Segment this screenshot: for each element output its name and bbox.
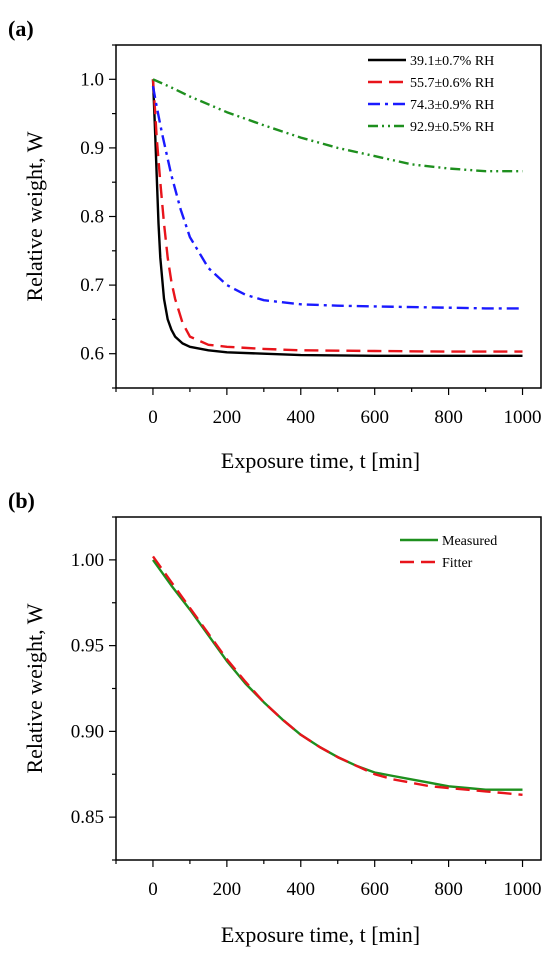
- chart-a-y-tick-label: 0.9: [80, 138, 104, 159]
- chart-b-y-axis-title: Relative weight, W: [22, 603, 47, 773]
- chart-b-legend-label: Fitter: [442, 556, 473, 571]
- chart-a-x-tick-label: 1000: [504, 407, 542, 428]
- chart-b-panel-letter: (b): [8, 488, 35, 513]
- chart-a-series-line-2: [151, 79, 523, 353]
- chart-b-x-axis-title: Exposure time, t [min]: [221, 922, 420, 947]
- chart-a-y-tick-label: 0.6: [80, 344, 104, 365]
- chart-a-legend-label: 39.1±0.7% RH: [410, 54, 494, 69]
- chart-b-y-tick-label: 0.90: [71, 721, 104, 742]
- chart-a-series-line-1: [151, 79, 523, 357]
- chart-a-plot-frame: [115, 44, 542, 389]
- chart-b-x-tick-label: 800: [434, 879, 463, 900]
- chart-a-y-axis-title: Relative weight, W: [22, 131, 47, 301]
- chart-b-y-tick-label: 0.95: [71, 636, 104, 657]
- chart-a-x-axis-title: Exposure time, t [min]: [221, 448, 420, 473]
- chart-a-series-line-4: [152, 78, 523, 173]
- chart-a-x-tick-label: 600: [360, 407, 389, 428]
- chart-a-y-tick-label: 0.8: [80, 207, 104, 228]
- chart-a-legend-label: 55.7±0.6% RH: [410, 76, 494, 91]
- chart-a-panel: (a) 0 200 400 600 800 1000 0.6 0.7 0.8 0.9 1.0 Expos…: [8, 16, 542, 473]
- chart-a-y-tick-label: 0.7: [80, 275, 104, 296]
- chart-b-x-tick-label: 200: [213, 879, 242, 900]
- chart-a-x-tick-label: 0: [148, 407, 158, 428]
- chart-a-legend-label: 92.9±0.5% RH: [410, 120, 494, 135]
- chart-a-x-tick-label: 400: [287, 407, 316, 428]
- chart-b-x-tick-label: 0: [148, 879, 158, 900]
- chart-a-legend-label: 74.3±0.9% RH: [410, 98, 494, 113]
- chart-b-series-line-2: [152, 555, 523, 796]
- chart-a-series-line-3: [151, 85, 523, 310]
- chart-b-y-tick-label: 1.00: [71, 550, 104, 571]
- chart-a-x-tick-label: 800: [434, 407, 463, 428]
- chart-b-x-tick-label: 600: [360, 879, 389, 900]
- chart-a-panel-letter: (a): [8, 16, 34, 41]
- chart-b-y-tick-label: 0.85: [71, 807, 104, 828]
- chart-a-y-tick-label: 1.0: [80, 69, 104, 90]
- chart-b-x-tick-label: 1000: [504, 879, 542, 900]
- chart-b-x-tick-label: 400: [287, 879, 316, 900]
- chart-b-plot-frame: [115, 516, 542, 861]
- chart-b-panel: (b) 0 200 400 600 800 1000 0.85 0.90 0.95 1.00 Expo…: [8, 488, 542, 947]
- chart-b-series-line-1: [152, 559, 523, 791]
- chart-a-x-tick-label: 200: [213, 407, 242, 428]
- chart-b-legend-label: Measured: [442, 534, 497, 549]
